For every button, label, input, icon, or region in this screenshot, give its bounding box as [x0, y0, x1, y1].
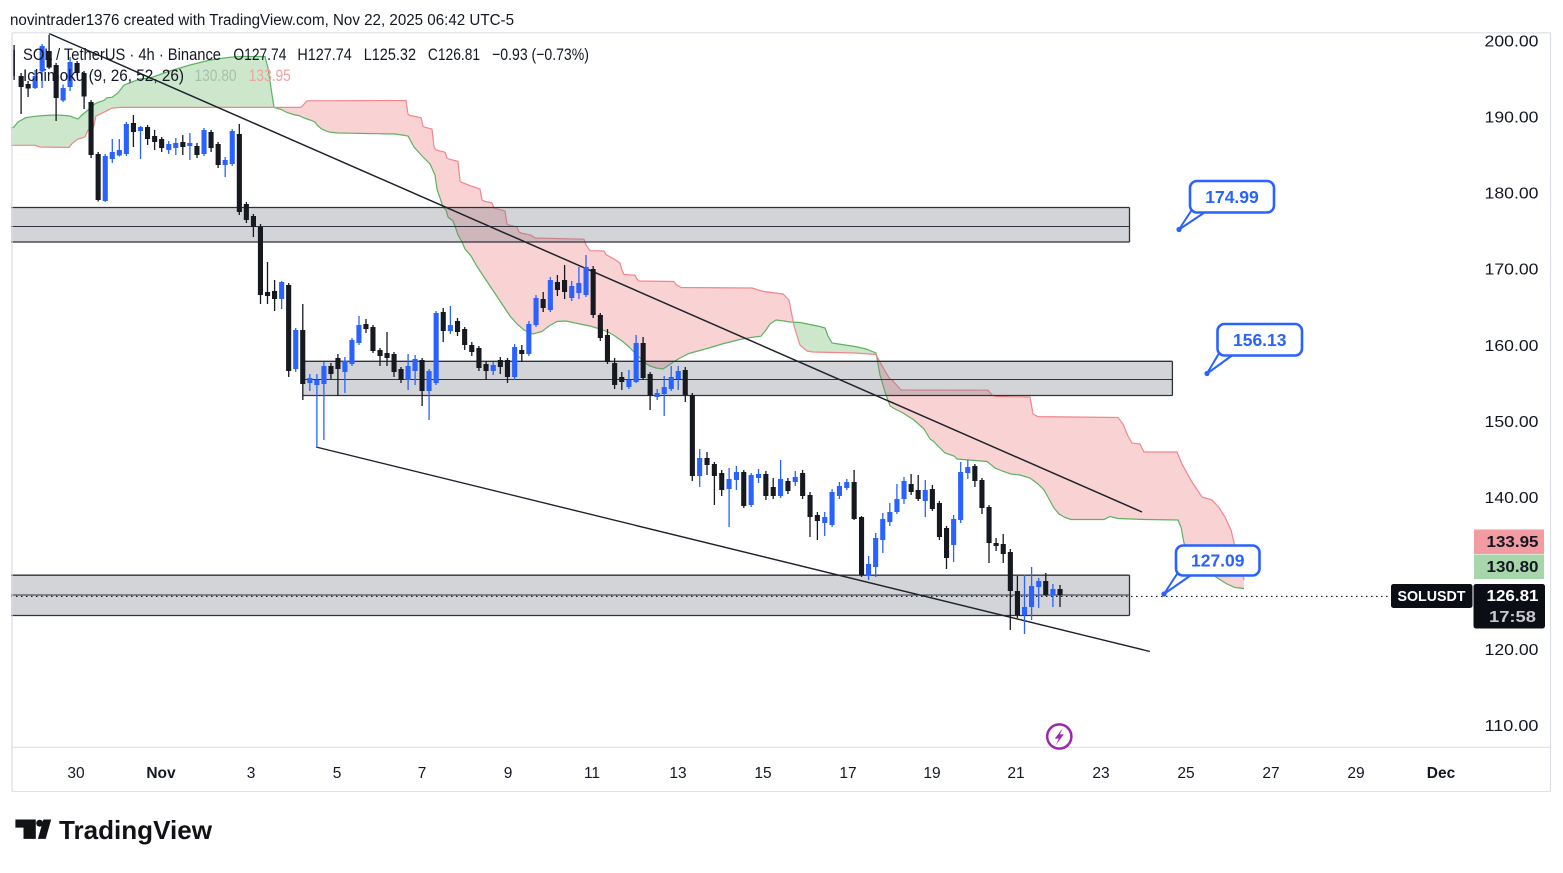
svg-text:11: 11 — [584, 765, 600, 782]
svg-text:130.80: 130.80 — [195, 66, 237, 85]
svg-text:SOLUSDT: SOLUSDT — [1398, 588, 1466, 605]
svg-text:Dec: Dec — [1427, 765, 1456, 782]
svg-text:126.81: 126.81 — [1487, 588, 1539, 605]
svg-text:110.00: 110.00 — [1485, 718, 1539, 735]
svg-text:SOL / TetherUS · 4h · Binance: SOL / TetherUS · 4h · Binance — [23, 45, 221, 64]
svg-text:200.00: 200.00 — [1485, 34, 1539, 51]
svg-text:C126.81: C126.81 — [428, 45, 480, 64]
svg-text:19: 19 — [923, 765, 940, 782]
svg-text:13: 13 — [669, 765, 686, 782]
svg-text:160.00: 160.00 — [1485, 338, 1539, 355]
svg-text:23: 23 — [1092, 765, 1109, 782]
svg-text:H127.74: H127.74 — [297, 45, 351, 64]
svg-text:3: 3 — [247, 765, 256, 782]
svg-text:27: 27 — [1262, 765, 1279, 782]
svg-text:133.95: 133.95 — [249, 66, 291, 85]
svg-text:5: 5 — [333, 765, 342, 782]
svg-text:130.80: 130.80 — [1487, 559, 1539, 576]
svg-text:7: 7 — [418, 765, 427, 782]
svg-text:190.00: 190.00 — [1485, 110, 1539, 127]
svg-text:TradingView: TradingView — [59, 815, 213, 845]
svg-text:150.00: 150.00 — [1485, 414, 1539, 431]
svg-text:29: 29 — [1347, 765, 1364, 782]
svg-text:120.00: 120.00 — [1485, 642, 1539, 659]
svg-text:174.99: 174.99 — [1205, 187, 1259, 207]
svg-text:21: 21 — [1007, 765, 1024, 782]
svg-text:140.00: 140.00 — [1485, 490, 1539, 507]
svg-text:133.95: 133.95 — [1487, 534, 1539, 551]
svg-text:O127.74: O127.74 — [233, 45, 286, 64]
svg-text:170.00: 170.00 — [1485, 262, 1539, 279]
svg-text:−0.93 (−0.73%): −0.93 (−0.73%) — [492, 45, 589, 64]
svg-text:Ichimoku (9, 26, 52, 26): Ichimoku (9, 26, 52, 26) — [23, 66, 184, 85]
svg-text:Nov: Nov — [146, 765, 176, 782]
svg-text:17:58: 17:58 — [1489, 609, 1536, 626]
svg-text:25: 25 — [1177, 765, 1194, 782]
svg-text:127.09: 127.09 — [1191, 551, 1245, 571]
svg-text:L125.32: L125.32 — [364, 45, 416, 64]
svg-text:180.00: 180.00 — [1485, 186, 1539, 203]
svg-text:15: 15 — [754, 765, 771, 782]
svg-text:17: 17 — [839, 765, 856, 782]
svg-text:30: 30 — [67, 765, 85, 782]
svg-text:9: 9 — [504, 765, 513, 782]
svg-text:novintrader1376 created with T: novintrader1376 created with TradingView… — [10, 12, 514, 29]
svg-text:156.13: 156.13 — [1233, 330, 1287, 350]
